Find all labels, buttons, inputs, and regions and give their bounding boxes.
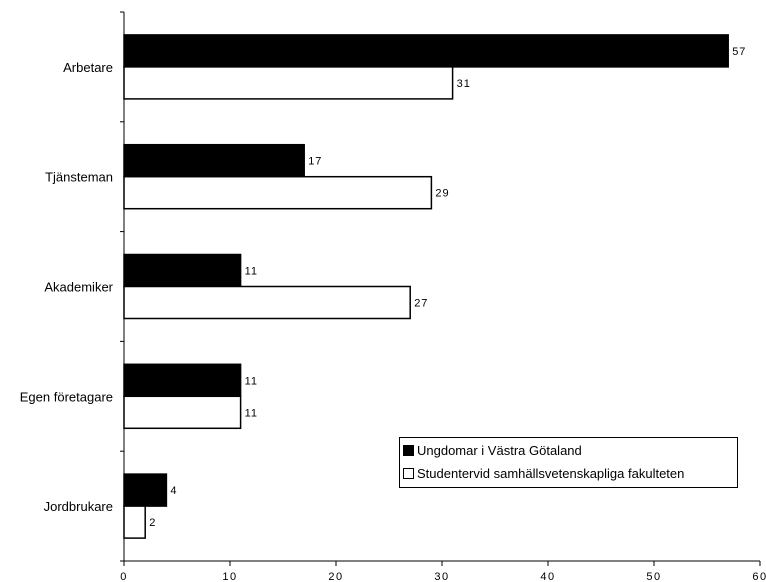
bar-series-1 <box>123 473 168 507</box>
bar-series-2 <box>123 66 454 100</box>
data-label: 4 <box>170 485 177 497</box>
x-tick-label: 30 <box>434 571 449 582</box>
category-label: Tjänsteman <box>45 170 113 185</box>
x-tick-label: 40 <box>540 571 555 582</box>
bar-series-2 <box>123 395 242 430</box>
bar-series-1 <box>123 34 729 68</box>
x-tick-label: 50 <box>646 571 661 582</box>
legend-item-series-1: Ungdomar i Västra Götaland <box>403 443 582 458</box>
category-label: Akademiker <box>44 280 113 295</box>
data-label: 27 <box>414 298 428 310</box>
bar-series-2 <box>123 175 433 210</box>
x-tick-label: 60 <box>752 571 766 582</box>
chart-legend: Ungdomar i Västra Götaland Studentervid … <box>399 437 738 488</box>
data-label: 11 <box>245 407 258 419</box>
x-tick-label: 0 <box>120 571 128 582</box>
category-label: Arbetare <box>63 60 113 75</box>
bar-series-1 <box>123 253 242 288</box>
bar-series-1 <box>123 143 305 178</box>
data-label: 2 <box>149 517 156 529</box>
legend-label-series-1: Ungdomar i Västra Götaland <box>417 443 582 458</box>
x-tick-label: 20 <box>328 571 343 582</box>
legend-swatch-series-2 <box>403 468 414 479</box>
data-label: 11 <box>245 375 258 387</box>
category-label: Jordbrukare <box>44 499 113 514</box>
data-label: 11 <box>245 266 258 278</box>
bar-series-2 <box>123 285 411 320</box>
data-label: 29 <box>435 188 449 200</box>
legend-label-series-2: Studentervid samhällsvetenskapliga fakul… <box>417 466 685 481</box>
x-tick-label: 10 <box>222 571 237 582</box>
category-label: Egen företagare <box>20 389 113 404</box>
data-label: 17 <box>308 156 322 168</box>
bar-series-1 <box>123 363 242 398</box>
data-label: 31 <box>457 78 471 90</box>
legend-item-series-2: Studentervid samhällsvetenskapliga fakul… <box>403 466 684 481</box>
data-label: 57 <box>732 46 746 58</box>
bar-series-2 <box>123 505 146 539</box>
legend-swatch-series-1 <box>403 445 414 456</box>
